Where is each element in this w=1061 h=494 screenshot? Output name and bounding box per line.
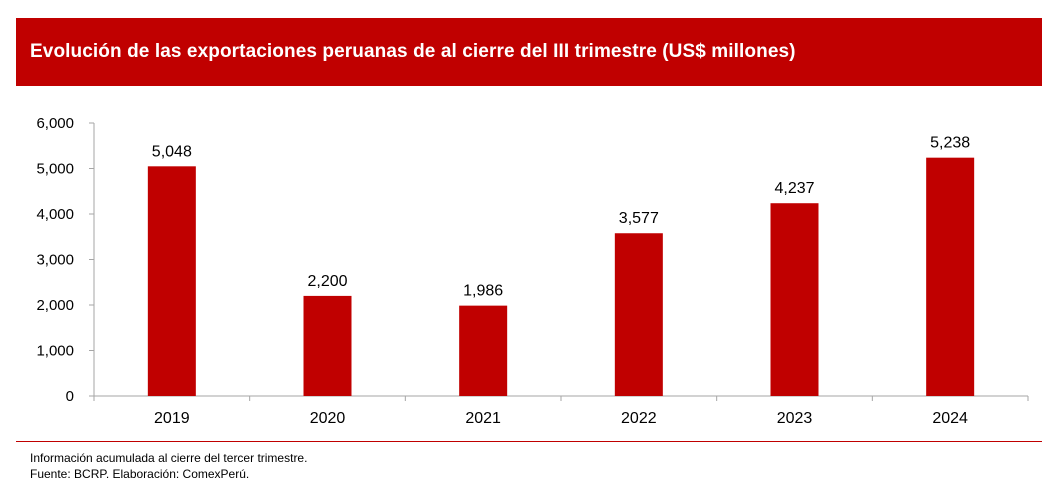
- data-label: 1,986: [463, 283, 503, 300]
- x-tick-label: 2023: [777, 410, 813, 427]
- data-label: 5,048: [152, 143, 192, 160]
- bar: [926, 157, 975, 396]
- x-tick-label: 2022: [621, 410, 657, 427]
- x-tick-label: 2021: [465, 410, 501, 427]
- footer-source: Fuente: BCRP. Elaboración: ComexPerú.: [30, 467, 250, 481]
- x-tick-label: 2020: [310, 410, 346, 427]
- chart-title: Evolución de las exportaciones peruanas …: [30, 41, 796, 62]
- footer-divider: [16, 441, 1042, 442]
- data-label: 5,238: [930, 135, 970, 152]
- y-tick-label: 1,000: [36, 343, 74, 360]
- bar: [303, 295, 352, 396]
- x-tick-label: 2024: [932, 410, 968, 427]
- y-tick-label: 2,000: [36, 297, 74, 314]
- data-label: 2,200: [307, 273, 347, 290]
- data-label: 4,237: [774, 180, 814, 197]
- data-label: 3,577: [619, 210, 659, 227]
- bar: [614, 233, 663, 396]
- bar: [770, 203, 819, 396]
- x-tick-label: 2019: [154, 410, 190, 427]
- y-tick-label: 3,000: [36, 252, 74, 269]
- y-tick-label: 6,000: [36, 115, 74, 132]
- y-tick-label: 0: [66, 388, 74, 405]
- footer-note: Información acumulada al cierre del terc…: [30, 451, 308, 465]
- bar: [147, 166, 196, 396]
- y-tick-label: 5,000: [36, 161, 74, 178]
- title-bar: Evolución de las exportaciones peruanas …: [16, 18, 1042, 86]
- bar: [459, 305, 508, 396]
- y-tick-label: 4,000: [36, 206, 74, 223]
